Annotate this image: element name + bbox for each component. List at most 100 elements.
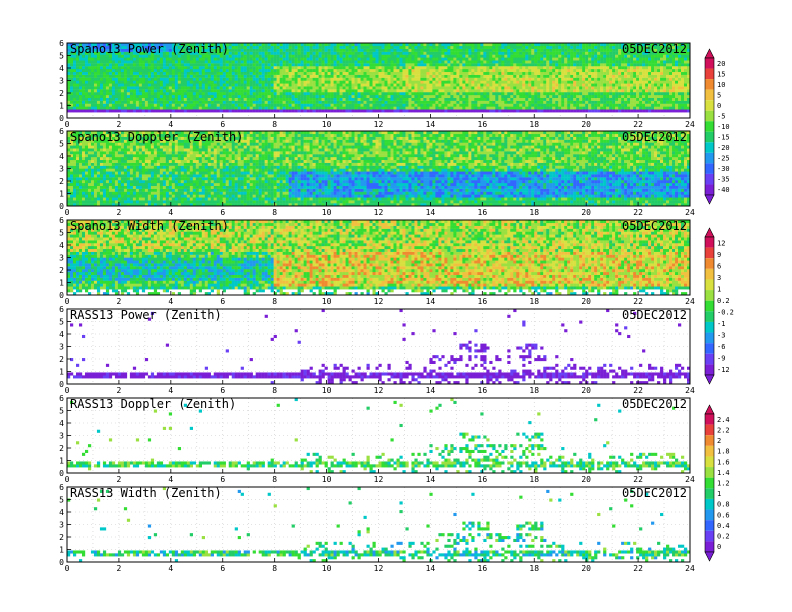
heatmap-cell <box>297 83 301 87</box>
heatmap-cell <box>423 106 427 110</box>
heatmap-cell <box>189 57 193 61</box>
heatmap-cell <box>498 86 502 90</box>
heatmap-cell <box>630 100 634 104</box>
heatmap-cell <box>375 109 379 113</box>
heatmap-cell <box>501 86 505 90</box>
heatmap-cell <box>609 97 613 101</box>
heatmap-cell <box>129 80 134 84</box>
heatmap-cell <box>384 89 388 93</box>
heatmap-cell <box>684 45 688 49</box>
heatmap-cell <box>546 103 550 107</box>
heatmap-cell <box>114 97 119 101</box>
heatmap-cell <box>141 48 146 52</box>
heatmap-cell <box>513 71 517 75</box>
heatmap-cell <box>342 43 346 47</box>
heatmap-cell <box>288 103 292 107</box>
heatmap-cell <box>306 100 310 104</box>
heatmap-cell <box>210 45 214 49</box>
heatmap-cell <box>327 97 331 101</box>
heatmap-cell <box>339 51 343 55</box>
heatmap-cell <box>402 106 406 110</box>
heatmap-cell <box>348 43 352 47</box>
heatmap-cell <box>372 57 376 61</box>
heatmap-cell <box>102 74 107 78</box>
heatmap-cell <box>177 57 182 61</box>
heatmap-cell <box>639 54 643 58</box>
heatmap-cell <box>621 94 625 98</box>
heatmap-cell <box>615 103 619 107</box>
heatmap-cell <box>666 109 670 113</box>
heatmap-cell <box>174 106 179 110</box>
heatmap-cell <box>282 74 286 78</box>
heatmap-cell <box>351 43 355 47</box>
heatmap-cell <box>561 106 565 110</box>
heatmap-cell <box>594 103 598 107</box>
heatmap-cell <box>444 97 448 101</box>
heatmap-cell <box>147 68 152 73</box>
heatmap-cell <box>603 97 607 101</box>
heatmap-cell <box>231 57 235 61</box>
heatmap-cell <box>234 97 238 101</box>
heatmap-cell <box>468 43 472 47</box>
heatmap-cell <box>231 103 235 107</box>
heatmap-cell <box>264 60 268 64</box>
heatmap-cell <box>285 60 289 64</box>
heatmap-cell <box>432 60 436 64</box>
heatmap-cell <box>654 54 658 58</box>
heatmap-cell <box>480 51 484 55</box>
heatmap-cell <box>126 68 131 73</box>
heatmap-cell <box>270 100 274 104</box>
heatmap-cell <box>597 57 601 61</box>
heatmap-cell <box>132 48 137 52</box>
heatmap-cell <box>507 83 511 87</box>
heatmap-cell <box>189 86 193 90</box>
heatmap-cell <box>657 86 661 90</box>
heatmap-cell <box>618 45 622 49</box>
heatmap-cell <box>315 83 319 87</box>
heatmap-cell <box>645 48 649 52</box>
heatmap-cell <box>67 54 71 58</box>
heatmap-cell <box>375 83 379 87</box>
heatmap-cell <box>447 43 451 47</box>
heatmap-cell <box>678 89 682 93</box>
heatmap-cell <box>159 71 164 75</box>
heatmap-cell <box>222 97 226 101</box>
heatmap-cell <box>528 103 532 107</box>
heatmap-cell <box>414 109 418 113</box>
heatmap-cell <box>564 60 568 64</box>
heatmap-cell <box>153 48 158 52</box>
heatmap-cell <box>597 68 601 73</box>
heatmap-cell <box>321 51 325 55</box>
heatmap-cell <box>141 83 146 87</box>
heatmap-cell <box>396 71 400 75</box>
heatmap-cell <box>291 89 295 93</box>
heatmap-cell <box>255 77 259 81</box>
heatmap-cell <box>660 68 664 73</box>
heatmap-cell <box>267 103 271 107</box>
heatmap-cell <box>375 89 379 93</box>
heatmap-cell <box>654 57 658 61</box>
heatmap-cell <box>225 89 229 93</box>
heatmap-cell <box>498 43 502 47</box>
heatmap-cell <box>249 71 253 75</box>
heatmap-cell <box>564 66 568 70</box>
heatmap-cell <box>516 66 520 70</box>
heatmap-cell <box>498 80 502 84</box>
heatmap-cell <box>471 83 475 87</box>
heatmap-cell <box>429 83 433 87</box>
heatmap-cell <box>219 103 223 107</box>
heatmap-cell <box>165 68 170 73</box>
heatmap-cell <box>363 60 367 64</box>
heatmap-cell <box>549 71 553 75</box>
heatmap-cell <box>462 77 466 81</box>
heatmap-cell <box>438 74 442 78</box>
heatmap-cell <box>390 48 394 52</box>
heatmap-cell <box>276 109 280 113</box>
heatmap-cell <box>120 45 125 49</box>
heatmap-cell <box>414 66 418 70</box>
heatmap-cell <box>534 103 538 107</box>
heatmap-cell <box>582 83 586 87</box>
heatmap-cell <box>591 71 595 75</box>
heatmap-cell <box>456 74 460 78</box>
heatmap-cell <box>249 48 253 52</box>
